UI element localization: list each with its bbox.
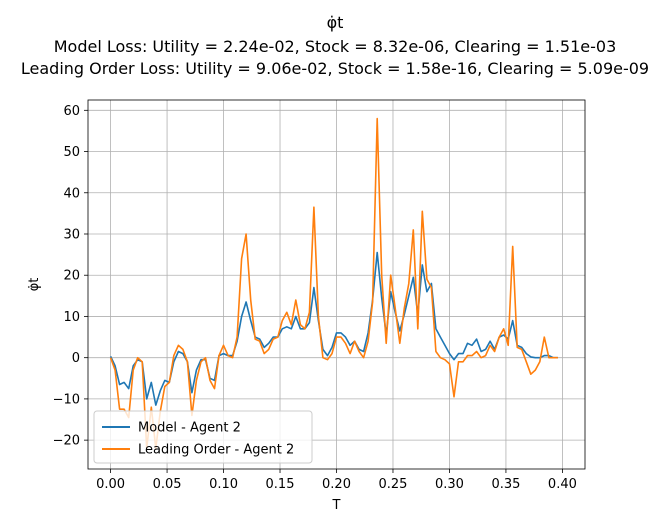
chart-title: φ̇t (327, 13, 344, 32)
legend-label-model: Model - Agent 2 (138, 421, 241, 436)
x-tick-label: 0.10 (209, 477, 238, 492)
y-tick-label: 20 (63, 269, 80, 284)
x-tick-label: 0.00 (96, 477, 125, 492)
y-tick-label: 10 (63, 310, 80, 325)
x-tick-label: 0.30 (435, 477, 464, 492)
y-tick-label: 30 (63, 227, 80, 242)
chart-subtitle-leading-order-loss: Leading Order Loss: Utility = 9.06e-02, … (21, 59, 649, 78)
legend-label-leading-order: Leading Order - Agent 2 (138, 443, 294, 458)
x-axis-label: T (332, 498, 341, 513)
y-tick-label: 40 (63, 186, 80, 201)
x-tick-label: 0.05 (153, 477, 182, 492)
legend-box (93, 410, 313, 464)
x-tick-label: 0.35 (491, 477, 520, 492)
y-tick-label: 50 (63, 145, 80, 160)
axis-ticks: 0.00 0.05 0.10 0.15 0.20 0.25 0.30 0.35 0.40 −20 −… (53, 104, 577, 492)
y-tick-label: 60 (63, 104, 80, 119)
y-tick-label: −20 (53, 434, 80, 449)
y-tick-label: 0 (72, 351, 80, 366)
x-tick-label: 0.20 (322, 477, 351, 492)
x-tick-label: 0.25 (379, 477, 408, 492)
y-axis-label: φ̇t (27, 278, 42, 292)
series-line-leading-order (109, 117, 558, 450)
legend: Model - Agent 2 Leading Order - Agent 2 (93, 410, 313, 464)
plot-series (109, 117, 558, 450)
y-tick-label: −10 (53, 392, 80, 407)
x-tick-label: 0.40 (548, 477, 577, 492)
grid (88, 100, 585, 469)
chart-subtitle-model-loss: Model Loss: Utility = 2.24e-02, Stock = … (54, 37, 617, 56)
x-tick-label: 0.15 (266, 477, 295, 492)
